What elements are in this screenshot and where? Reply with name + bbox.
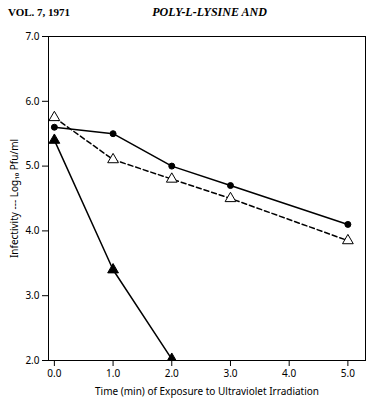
svg-text:4.0: 4.0	[282, 366, 296, 380]
html-text:VOL. 7, 1971: VOL. 7, 1971	[8, 6, 71, 18]
svg-text:4.0: 4.0	[25, 223, 39, 237]
svg-text:5.0: 5.0	[25, 158, 39, 172]
svg-text:6.0: 6.0	[25, 94, 39, 108]
svg-text:3.0: 3.0	[223, 366, 237, 380]
svg-text:0.0: 0.0	[47, 366, 61, 380]
svg-text:7.0: 7.0	[25, 29, 39, 43]
svg-text:2.0: 2.0	[25, 353, 39, 367]
svg-text:2.0: 2.0	[165, 366, 179, 380]
svg-text:3.0: 3.0	[25, 288, 39, 302]
svg-text:Infectivity --- Log₁₀ Pfu/ml: Infectivity --- Log₁₀ Pfu/ml	[7, 139, 21, 258]
svg-text:1.0: 1.0	[106, 366, 120, 380]
svg-text:5.0: 5.0	[341, 366, 355, 380]
svg-text:Time (min) of Exposure to Ultr: Time (min) of Exposure to Ultraviolet Ir…	[95, 384, 319, 398]
html-text:POLY-L-LYSINE AND: POLY-L-LYSINE AND	[152, 5, 267, 19]
